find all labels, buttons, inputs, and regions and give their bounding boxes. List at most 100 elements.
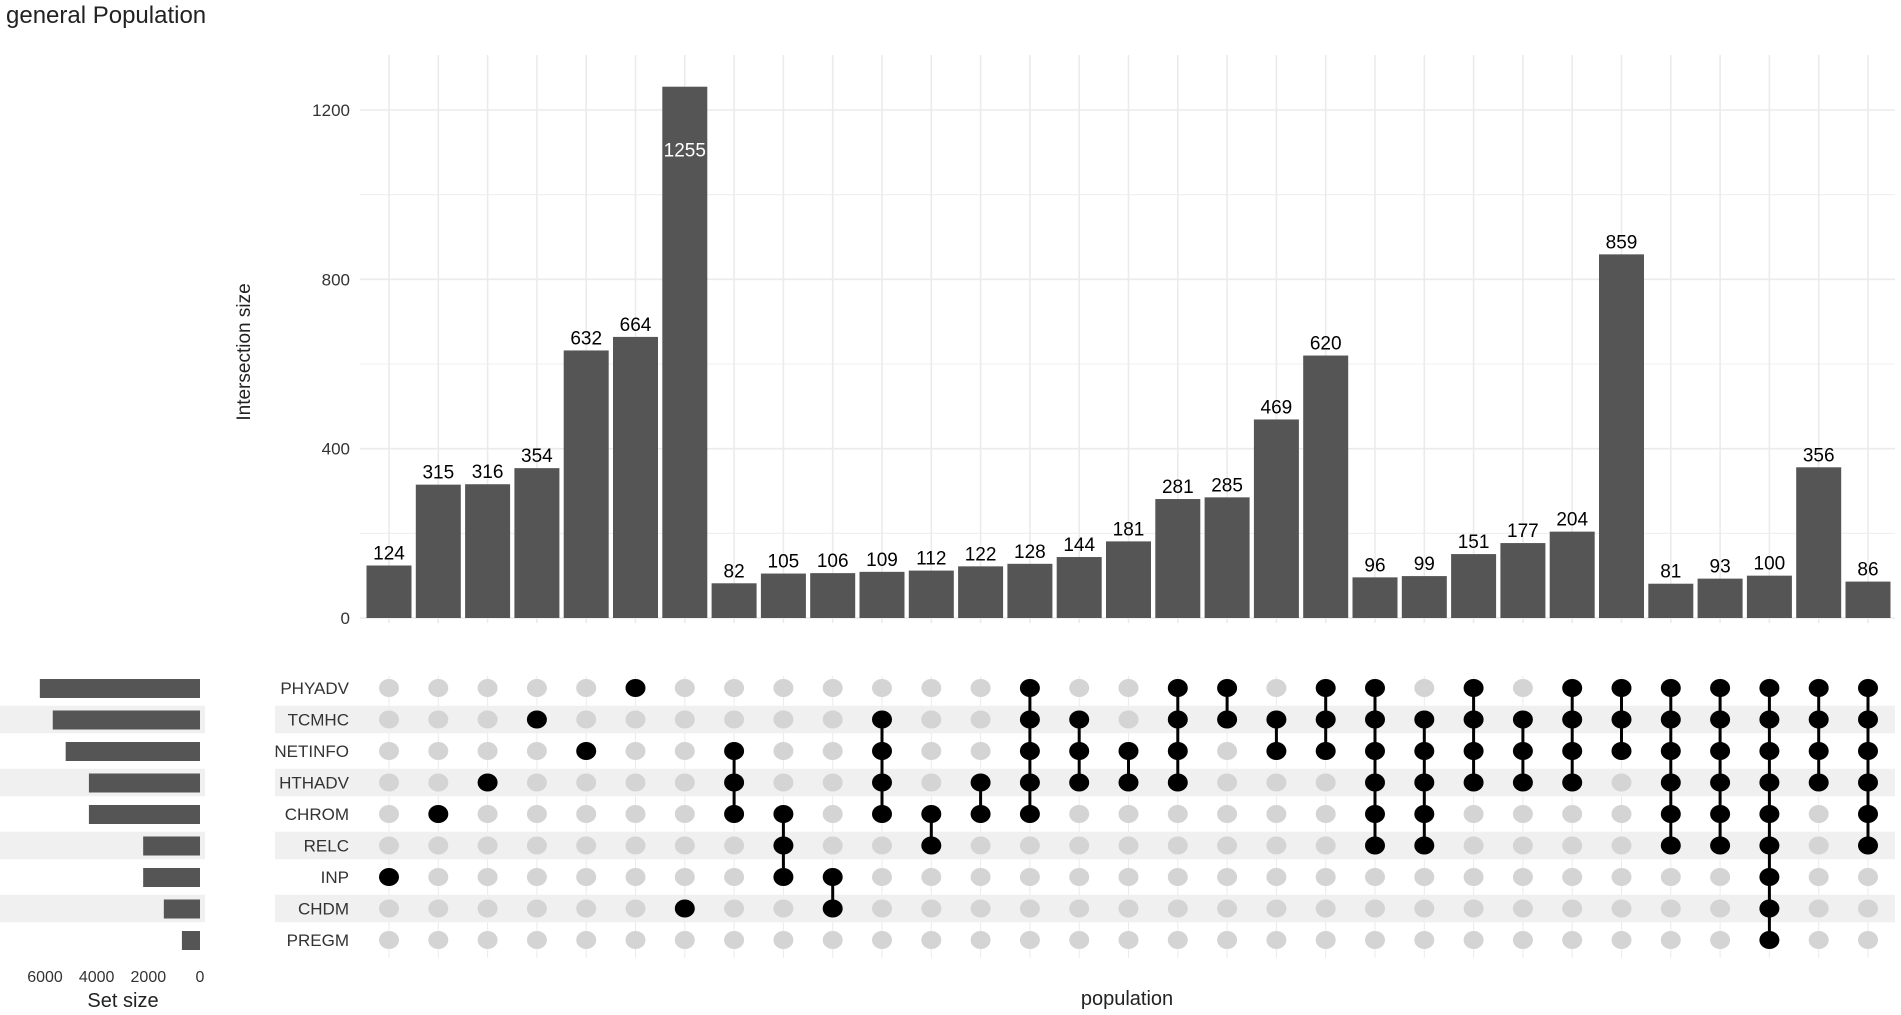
matrix-dot-inactive bbox=[1069, 836, 1090, 855]
matrix-dot-inactive bbox=[1167, 931, 1188, 949]
bar-value-label: 469 bbox=[1261, 397, 1293, 418]
matrix-dot-inactive bbox=[1069, 899, 1090, 918]
matrix-dot-inactive bbox=[822, 805, 843, 823]
matrix-dot-active bbox=[1019, 742, 1040, 760]
matrix-dot-inactive bbox=[428, 773, 449, 792]
matrix-dot-inactive bbox=[576, 931, 597, 949]
bar-value-labels: 124 315 316 354 632 664 1255 82 105 106 109 112 122 1… bbox=[373, 141, 1878, 583]
matrix-dot-inactive bbox=[921, 868, 942, 886]
matrix-dot-inactive bbox=[477, 931, 498, 949]
matrix-dot-inactive bbox=[1414, 679, 1435, 697]
bar-value-label: 93 bbox=[1710, 557, 1731, 578]
matrix-dot-active bbox=[1217, 710, 1238, 729]
matrix-dot-inactive bbox=[970, 679, 991, 697]
matrix-dot-inactive bbox=[526, 805, 547, 823]
matrix-dot-inactive bbox=[674, 868, 695, 886]
matrix-dot-inactive bbox=[477, 679, 498, 697]
y-axis-label: Intersection size bbox=[234, 283, 255, 420]
matrix-dot-active bbox=[1660, 742, 1681, 760]
matrix-dot-inactive bbox=[822, 679, 843, 697]
matrix-dot-active bbox=[872, 773, 892, 792]
matrix-dot-inactive bbox=[526, 742, 547, 760]
matrix-dot-inactive bbox=[477, 710, 498, 729]
matrix-dot-inactive bbox=[1463, 836, 1484, 855]
matrix-dot-inactive bbox=[1167, 805, 1188, 823]
matrix-dot-inactive bbox=[526, 868, 547, 886]
matrix-dot-inactive bbox=[674, 710, 695, 729]
matrix-dot-active bbox=[1463, 710, 1484, 729]
matrix-dot-active bbox=[1167, 742, 1188, 760]
matrix-dot-inactive bbox=[822, 836, 843, 855]
matrix-dot-inactive bbox=[379, 899, 399, 918]
intersection-bar bbox=[1352, 577, 1398, 618]
matrix-dot-inactive bbox=[379, 805, 399, 823]
matrix-dot-active bbox=[428, 805, 449, 823]
matrix-dot-inactive bbox=[1562, 868, 1583, 886]
matrix-dot-active bbox=[822, 868, 843, 886]
matrix-dot-active bbox=[1808, 679, 1829, 697]
matrix-dot-active bbox=[1463, 742, 1484, 760]
matrix-dot-inactive bbox=[576, 899, 597, 918]
bar-value-label: 281 bbox=[1162, 477, 1194, 498]
matrix-dot-inactive bbox=[724, 868, 745, 886]
matrix-dot-active bbox=[1858, 679, 1878, 697]
matrix-dot-active bbox=[1315, 679, 1336, 697]
matrix-dot-active bbox=[1167, 773, 1188, 792]
matrix-dot-inactive bbox=[1167, 899, 1188, 918]
matrix-dot-inactive bbox=[1217, 773, 1238, 792]
matrix-dot-inactive bbox=[970, 836, 991, 855]
matrix-dot-inactive bbox=[921, 679, 942, 697]
set-size-tick-label: 6000 bbox=[27, 969, 63, 986]
intersection-bar bbox=[563, 350, 609, 618]
matrix-dot-inactive bbox=[526, 931, 547, 949]
bar-value-label: 109 bbox=[866, 550, 898, 571]
intersection-bar bbox=[760, 573, 806, 618]
matrix-dot-active bbox=[1759, 836, 1780, 855]
matrix-dot-inactive bbox=[1365, 868, 1385, 886]
y-tick-label: 0 bbox=[341, 609, 350, 628]
matrix-dot-active bbox=[1118, 742, 1139, 760]
matrix-dot-active bbox=[1562, 773, 1583, 792]
matrix-dot-active bbox=[1562, 710, 1583, 729]
matrix-dot-active bbox=[872, 710, 892, 729]
intersection-bar bbox=[859, 571, 905, 618]
set-names: PHYADV TCMHC NETINFO HTHADV CHROM RELC INP CHDM… bbox=[274, 679, 349, 950]
bar-value-label: 285 bbox=[1211, 475, 1243, 496]
set-name-label: NETINFO bbox=[274, 742, 349, 761]
matrix-dot-inactive bbox=[576, 836, 597, 855]
matrix-dot-inactive bbox=[773, 710, 794, 729]
matrix-dot-active bbox=[1858, 836, 1878, 855]
matrix-dot-inactive bbox=[428, 931, 449, 949]
matrix-dot-inactive bbox=[1660, 931, 1681, 949]
set-name-label: TCMHC bbox=[288, 711, 349, 730]
intersection-matrix bbox=[379, 679, 1878, 949]
intersection-bar bbox=[711, 583, 757, 618]
matrix-dot-inactive bbox=[1217, 742, 1238, 760]
matrix-dot-active bbox=[1414, 836, 1435, 855]
matrix-dot-inactive bbox=[379, 742, 399, 760]
matrix-dot-inactive bbox=[379, 710, 399, 729]
matrix-dot-inactive bbox=[428, 868, 449, 886]
matrix-dot-inactive bbox=[921, 742, 942, 760]
matrix-dot-inactive bbox=[1217, 836, 1238, 855]
matrix-dot-inactive bbox=[1266, 679, 1287, 697]
matrix-dot-inactive bbox=[576, 805, 597, 823]
matrix-dot-inactive bbox=[1858, 899, 1878, 918]
matrix-dot-active bbox=[1759, 710, 1780, 729]
matrix-dot-inactive bbox=[970, 931, 991, 949]
matrix-dot-inactive bbox=[1463, 805, 1484, 823]
bar-value-label: 100 bbox=[1754, 554, 1786, 575]
matrix-dot-inactive bbox=[1365, 931, 1385, 949]
matrix-dot-inactive bbox=[1019, 836, 1040, 855]
intersection-bar bbox=[1599, 254, 1644, 618]
bar-value-label: 124 bbox=[373, 544, 405, 565]
intersection-bar bbox=[1746, 575, 1792, 618]
matrix-dot-inactive bbox=[674, 679, 695, 697]
matrix-dot-inactive bbox=[1808, 805, 1829, 823]
matrix-dot-inactive bbox=[576, 679, 597, 697]
matrix-dot-inactive bbox=[1217, 899, 1238, 918]
matrix-dot-inactive bbox=[921, 773, 942, 792]
matrix-dot-inactive bbox=[1660, 868, 1681, 886]
matrix-dot-active bbox=[1167, 679, 1188, 697]
matrix-dot-active bbox=[1069, 710, 1090, 729]
